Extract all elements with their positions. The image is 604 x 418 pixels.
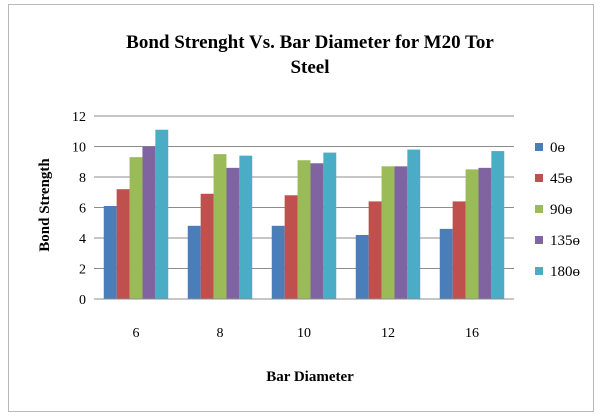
- bar: [368, 201, 382, 299]
- y-tick-label: 12: [72, 110, 86, 125]
- legend-label: 90ɵ: [550, 202, 573, 218]
- bar: [284, 195, 298, 299]
- bar: [394, 166, 408, 299]
- x-tick-label: 16: [465, 326, 479, 341]
- bar: [103, 205, 117, 299]
- x-tick-labels: 6 8 10 12 16: [133, 326, 480, 341]
- legend-swatch: [535, 267, 543, 275]
- x-tick-label: 6: [133, 326, 140, 341]
- bar: [381, 166, 395, 299]
- x-axis-title: Bar Diameter: [266, 369, 354, 385]
- x-tick-label: 12: [381, 326, 395, 341]
- y-tick-label: 8: [79, 171, 86, 186]
- y-tick-labels: 0 2 4 6 8 10 12: [72, 110, 86, 308]
- y-axis-title: Bond Strength: [37, 158, 53, 252]
- bar: [155, 129, 169, 299]
- bar: [407, 149, 421, 299]
- chart-title-line2: Steel: [290, 57, 329, 78]
- bar: [187, 225, 201, 299]
- bar: [116, 189, 130, 299]
- bar: [271, 225, 285, 299]
- bar: [491, 151, 505, 299]
- bar: [239, 155, 253, 299]
- bars: [103, 129, 505, 299]
- legend-label: 135ɵ: [550, 233, 580, 249]
- legend-label: 0ɵ: [550, 140, 565, 156]
- bar: [297, 160, 311, 299]
- y-tick-label: 4: [79, 232, 86, 247]
- chart-title-line1: Bond Strenght Vs. Bar Diameter for M20 T…: [126, 32, 494, 53]
- bar: [323, 152, 337, 299]
- bar: [439, 228, 453, 299]
- legend-swatch: [535, 174, 543, 182]
- y-tick-label: 0: [79, 293, 86, 308]
- bar: [310, 163, 324, 299]
- bar: [213, 154, 227, 299]
- bar: [142, 146, 156, 299]
- bar: [200, 193, 214, 299]
- legend-swatch: [535, 236, 543, 244]
- bar: [478, 167, 492, 299]
- bar: [452, 201, 466, 299]
- legend-swatch: [535, 205, 543, 213]
- legend-label: 180ɵ: [550, 264, 580, 280]
- legend: 0ɵ 45ɵ 90ɵ 135ɵ 180ɵ: [535, 140, 580, 280]
- legend-label: 45ɵ: [550, 171, 573, 187]
- bar: [465, 169, 479, 299]
- x-tick-label: 8: [217, 326, 224, 341]
- bar: [355, 234, 369, 299]
- y-tick-label: 6: [79, 202, 86, 217]
- y-tick-label: 2: [79, 263, 86, 278]
- bar: [129, 157, 143, 299]
- legend-swatch: [535, 143, 543, 151]
- x-tick-label: 10: [297, 326, 311, 341]
- y-tick-label: 10: [72, 141, 86, 156]
- bar: [226, 167, 240, 299]
